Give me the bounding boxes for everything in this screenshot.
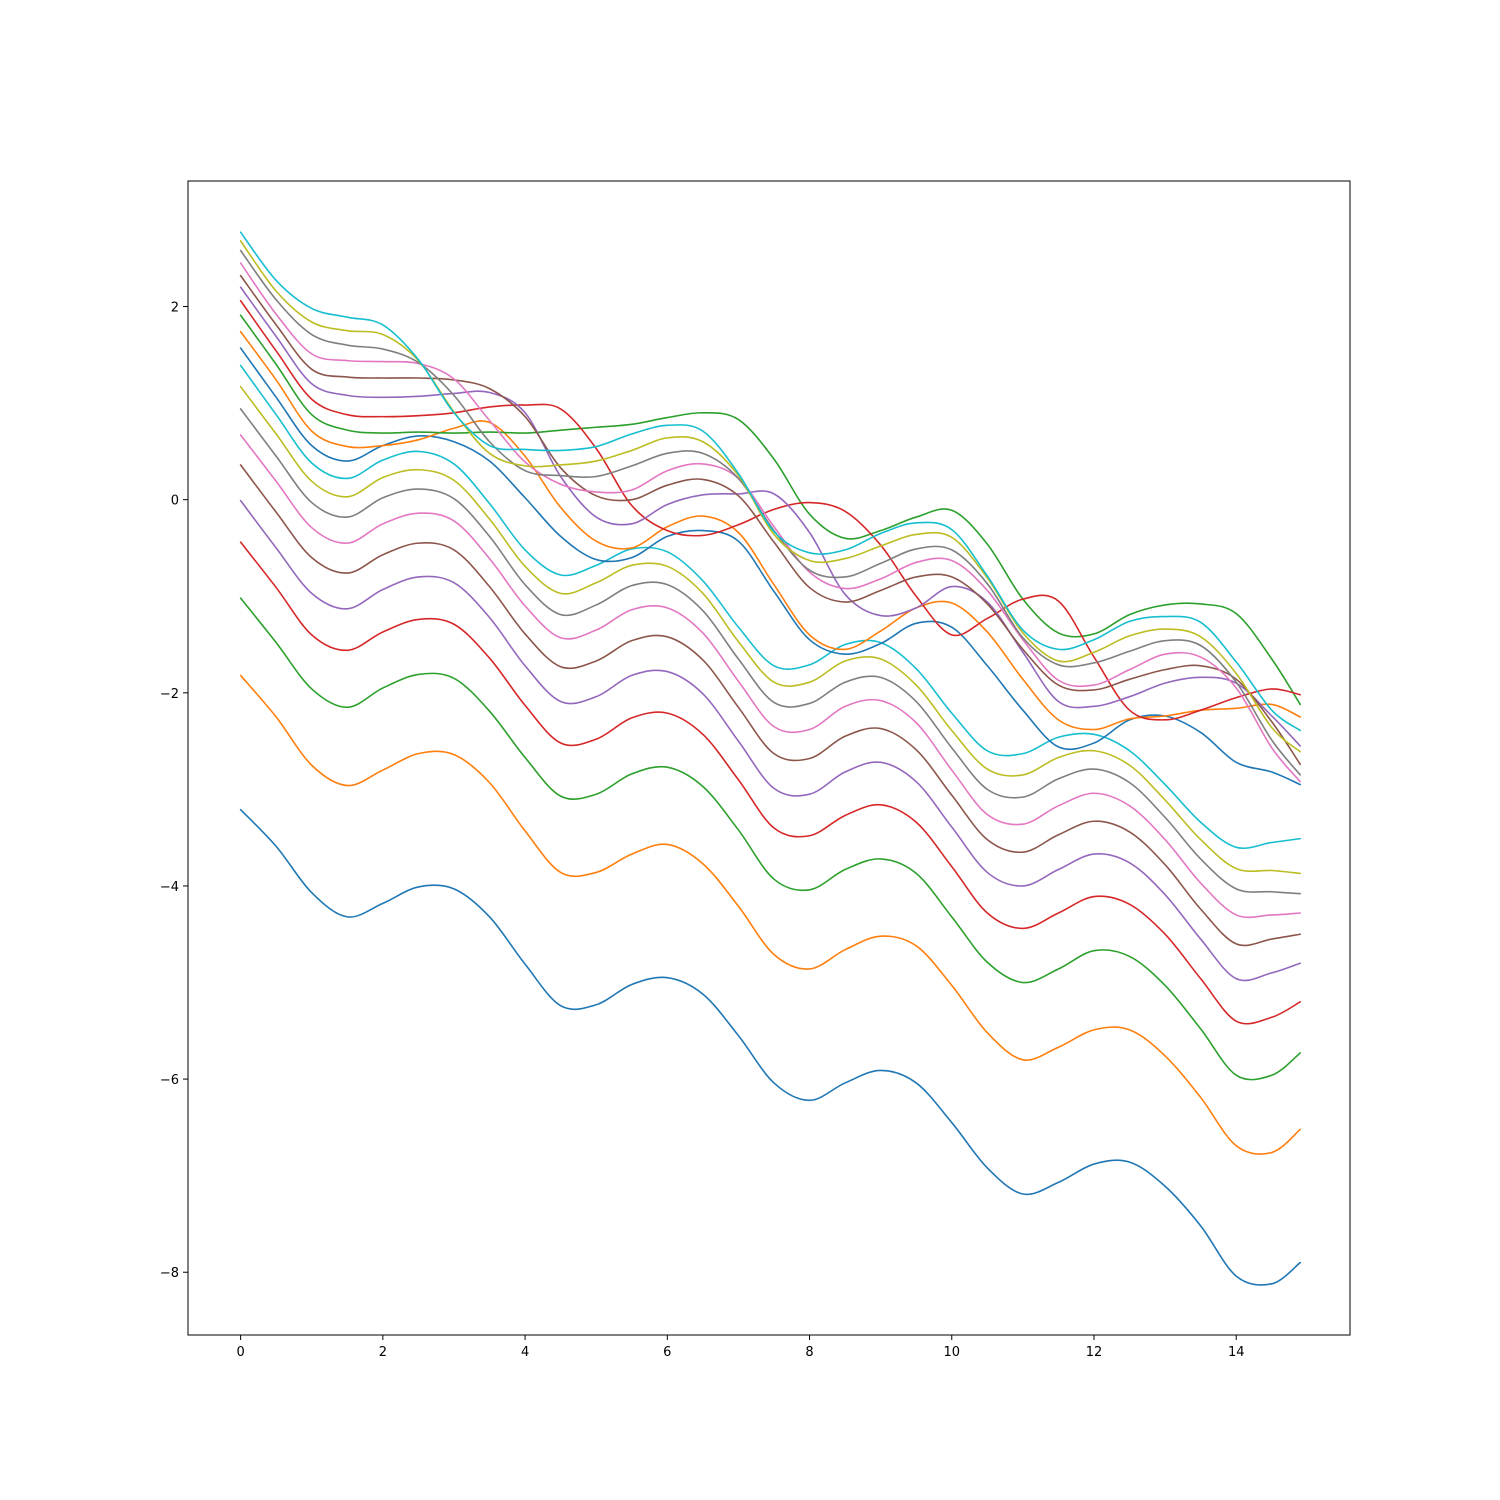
x-tick-label: 8 — [805, 1345, 813, 1360]
series-line-10 — [239, 364, 1302, 850]
series-line-1 — [239, 808, 1302, 1286]
series-line-11 — [239, 347, 1302, 786]
series-line-9 — [239, 385, 1302, 875]
y-tick-label: 0 — [171, 494, 179, 509]
x-tick-label: 0 — [236, 1345, 244, 1360]
series-line-15 — [239, 286, 1302, 747]
series-line-6 — [239, 464, 1302, 947]
y-tick-label: −6 — [160, 1073, 179, 1088]
series-line-16 — [239, 274, 1302, 766]
plot-frame — [187, 180, 1351, 1336]
series-line-18 — [239, 249, 1302, 776]
x-tick-label: 10 — [943, 1345, 960, 1360]
series-line-14 — [239, 299, 1302, 721]
y-tick-label: −8 — [160, 1266, 179, 1281]
y-tick-label: 2 — [171, 301, 179, 316]
x-tick-label: 14 — [1228, 1345, 1245, 1360]
y-axis: −8 −6 −4 −2 0 2 — [160, 301, 188, 1281]
series-line-2 — [239, 674, 1302, 1155]
y-tick-label: −4 — [160, 880, 179, 895]
series-line-7 — [239, 434, 1302, 919]
series-layer — [239, 231, 1302, 1286]
x-tick-label: 12 — [1086, 1345, 1103, 1360]
series-line-17 — [239, 262, 1302, 783]
series-line-13 — [239, 314, 1302, 706]
series-line-3 — [239, 597, 1302, 1081]
series-line-12 — [239, 330, 1302, 731]
y-tick-label: −2 — [160, 687, 179, 702]
x-axis: 0 2 4 6 8 10 12 14 — [236, 1335, 1244, 1360]
x-tick-label: 2 — [379, 1345, 387, 1360]
series-line-4 — [239, 541, 1302, 1025]
series-line-8 — [239, 408, 1302, 895]
x-tick-label: 6 — [663, 1345, 671, 1360]
series-line-5 — [239, 499, 1302, 982]
x-tick-label: 4 — [521, 1345, 529, 1360]
series-line-20 — [239, 231, 1302, 732]
